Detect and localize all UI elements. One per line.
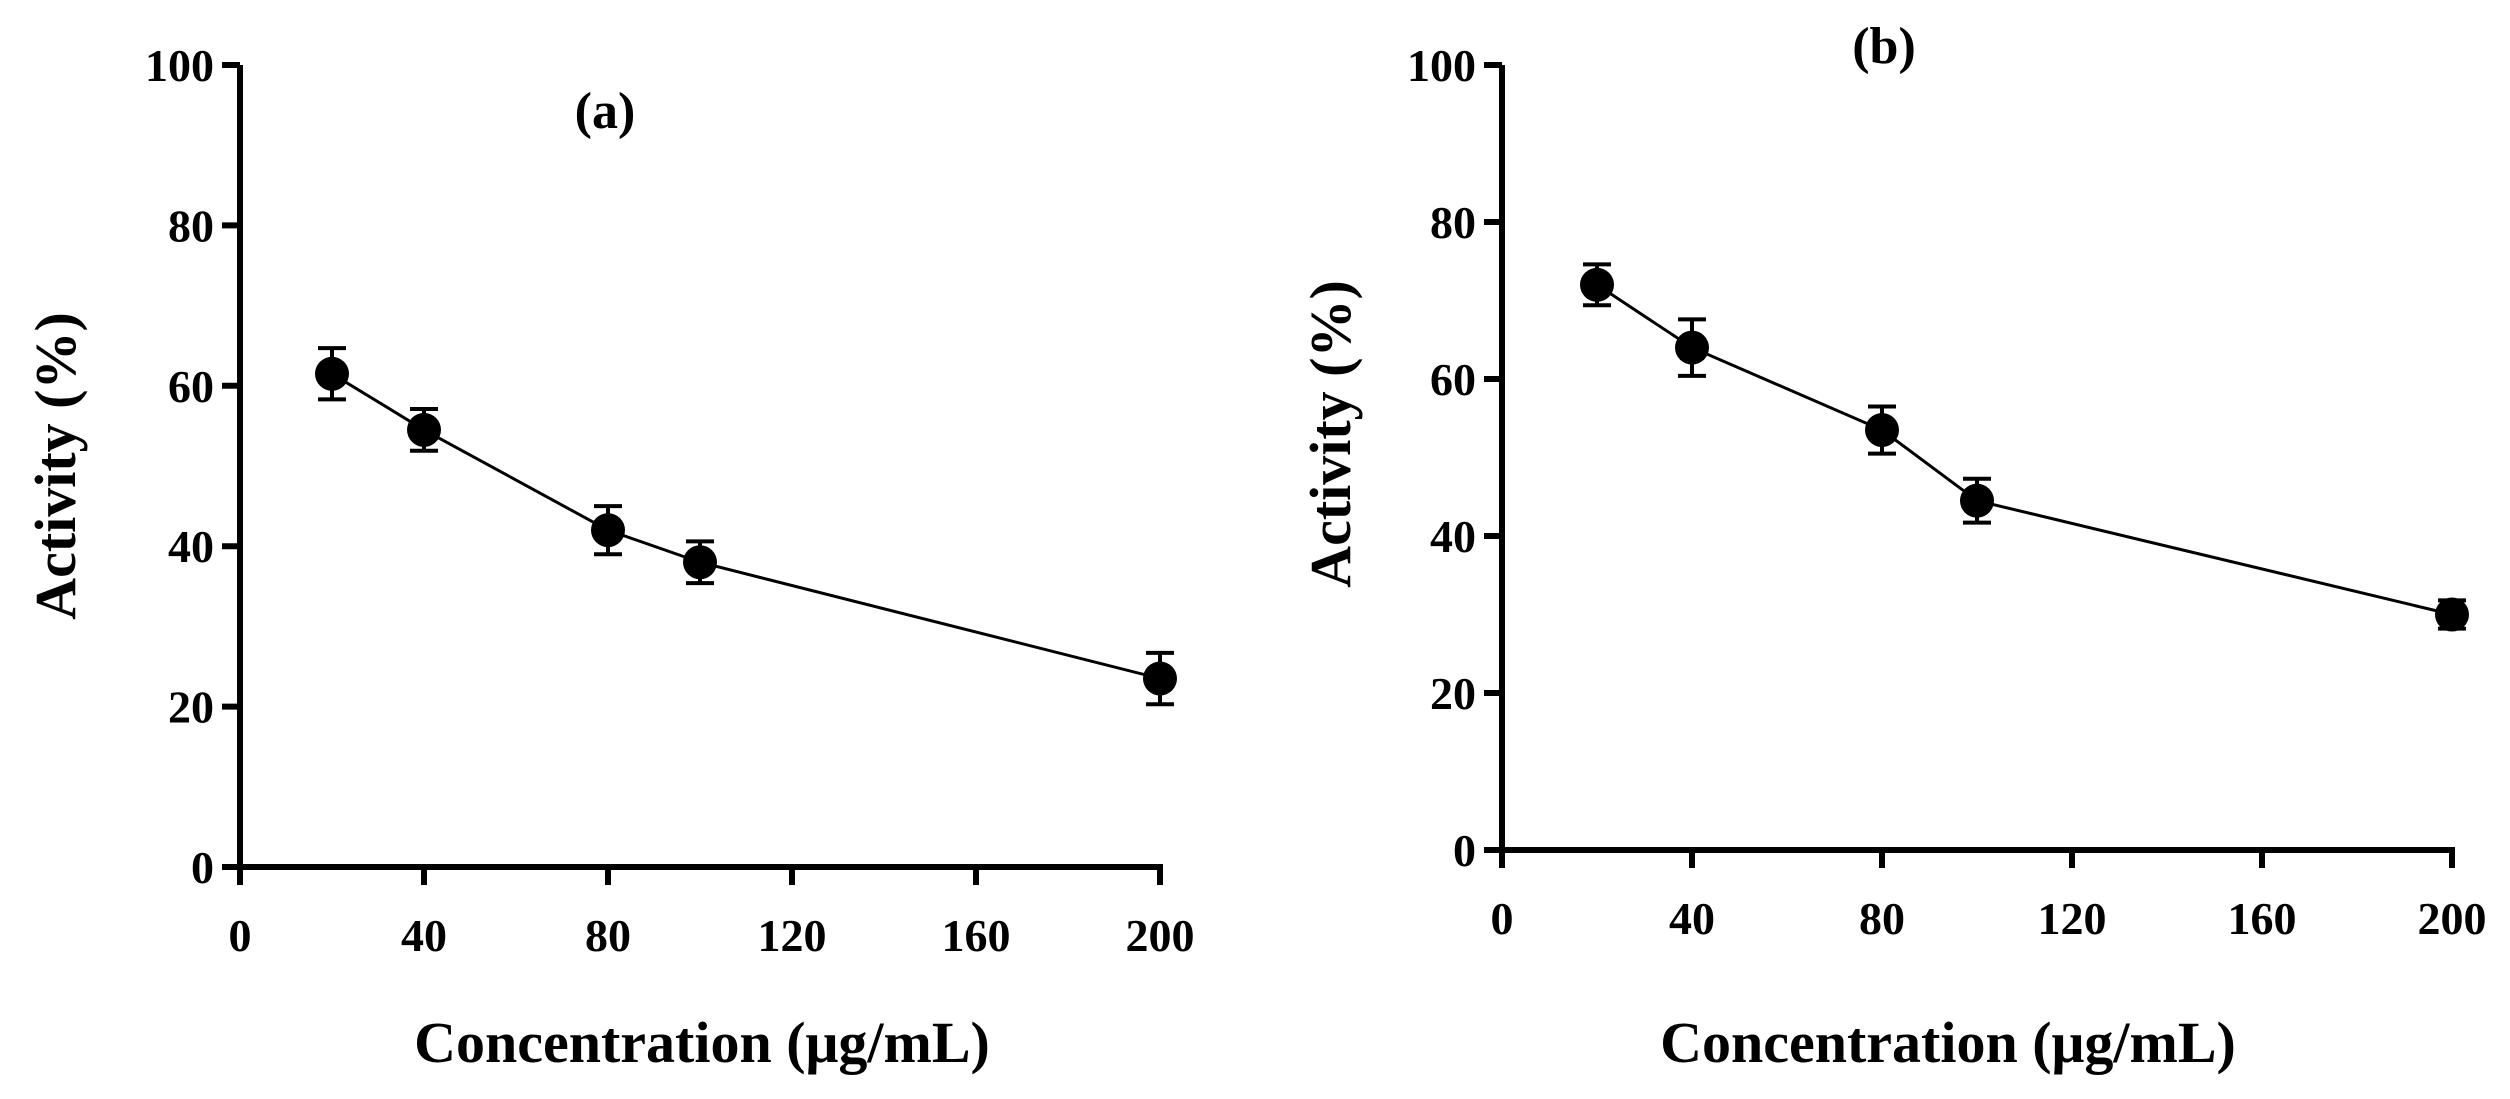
- panel-label-b: (b): [1852, 18, 1916, 75]
- data-point-b: [1580, 267, 1614, 302]
- x-axis-label-b: Concentration (μg/mL): [1660, 1010, 2236, 1075]
- data-point-a: [407, 412, 441, 447]
- x-tick-label-a: 80: [585, 910, 631, 961]
- x-tick-label-b: 80: [1859, 893, 1905, 944]
- y-tick-label-b: 40: [1430, 511, 1476, 562]
- y-tick-label-a: 20: [168, 682, 214, 733]
- y-tick-label-b: 60: [1430, 354, 1476, 405]
- y-tick-label-b: 20: [1430, 668, 1476, 719]
- y-axis-label-b: Activity (%): [1298, 280, 1363, 588]
- y-tick-label-a: 100: [145, 40, 214, 91]
- data-point-b: [1675, 330, 1709, 365]
- x-tick-label-a: 0: [229, 910, 252, 961]
- x-tick-label-a: 40: [401, 910, 447, 961]
- x-tick-label-a: 200: [1126, 910, 1195, 961]
- y-tick-label-a: 40: [168, 521, 214, 572]
- y-axis-label-a: Activity (%): [23, 312, 88, 620]
- x-axis-label-a: Concentration (μg/mL): [414, 1010, 990, 1075]
- y-tick-label-a: 80: [168, 200, 214, 251]
- x-tick-label-a: 160: [942, 910, 1011, 961]
- x-tick-label-b: 200: [2418, 893, 2487, 944]
- data-point-b: [1960, 483, 1994, 518]
- series-line-b: [1596, 283, 2453, 616]
- data-point-a: [683, 545, 717, 580]
- chart-panel-b: (b) Concentration (μg/mL) Activity (%) 0…: [1298, 18, 2487, 1075]
- data-point-a: [315, 356, 349, 391]
- y-tick-label-a: 0: [191, 842, 214, 893]
- data-point-a: [1143, 661, 1177, 696]
- data-point-b: [2435, 597, 2469, 632]
- x-tick-label-b: 40: [1669, 893, 1715, 944]
- y-tick-label-a: 60: [168, 361, 214, 412]
- x-tick-label-a: 120: [758, 910, 827, 961]
- x-tick-label-b: 120: [2038, 893, 2107, 944]
- y-tick-label-b: 80: [1430, 197, 1476, 248]
- x-tick-label-b: 0: [1491, 893, 1514, 944]
- y-tick-label-b: 100: [1407, 40, 1476, 91]
- data-point-b: [1865, 413, 1899, 448]
- chart-panel-a: (a) Concentration (μg/mL) Activity (%) 0…: [23, 40, 1195, 1075]
- panel-label-a: (a): [575, 83, 636, 140]
- series-line-a: [331, 372, 1161, 680]
- data-point-a: [591, 513, 625, 548]
- y-tick-label-b: 0: [1453, 825, 1476, 876]
- x-tick-label-b: 160: [2228, 893, 2297, 944]
